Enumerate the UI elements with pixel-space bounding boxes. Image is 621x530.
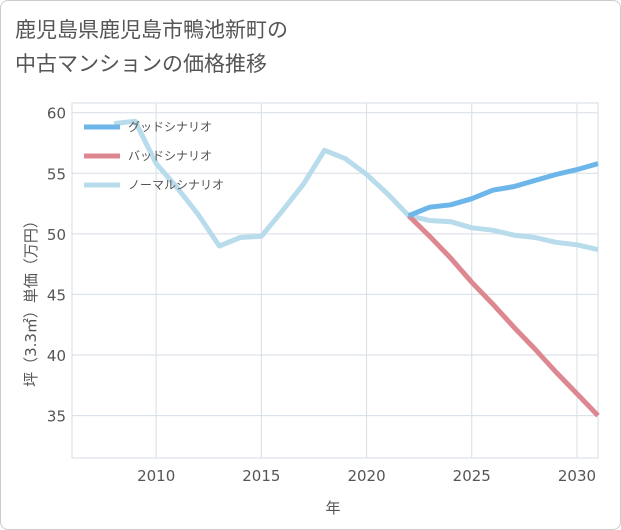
series-line-2 <box>406 213 600 418</box>
legend-label: バッドシナリオ <box>128 149 212 163</box>
series-lines <box>113 118 600 418</box>
y-tick-label: 50 <box>47 226 66 244</box>
x-tick-label: 2010 <box>137 467 175 485</box>
series-line-3 <box>113 118 599 253</box>
chart-title-line-2: 中古マンションの価格推移 <box>15 52 267 76</box>
chart-title-line-1: 鹿児島県鹿児島市鴨池新町の <box>15 18 288 42</box>
tick-labels: 2010 2015 2020 2025 2030 35 40 45 50 55 60 <box>47 105 596 485</box>
legend-label: グッドシナリオ <box>128 120 212 134</box>
x-axis-title: 年 <box>325 499 340 517</box>
y-tick-label: 55 <box>47 165 66 183</box>
x-tick-label: 2025 <box>453 467 491 485</box>
series-line-1 <box>407 161 599 219</box>
plot-area <box>71 102 599 459</box>
legend-label: ノーマルシナリオ <box>128 178 224 192</box>
x-tick-label: 2015 <box>242 467 280 485</box>
y-tick-label: 45 <box>47 286 66 304</box>
y-axis-title: 坪（3.3㎡）単価（万円） <box>22 213 40 387</box>
chart-title: 鹿児島県鹿児島市鴨池新町の 中古マンションの価格推移 <box>15 13 288 81</box>
x-tick-label: 2020 <box>347 467 385 485</box>
y-tick-label: 40 <box>47 347 66 365</box>
y-tick-label: 35 <box>47 408 66 426</box>
y-tick-label: 60 <box>47 105 66 123</box>
x-tick-label: 2030 <box>558 467 596 485</box>
